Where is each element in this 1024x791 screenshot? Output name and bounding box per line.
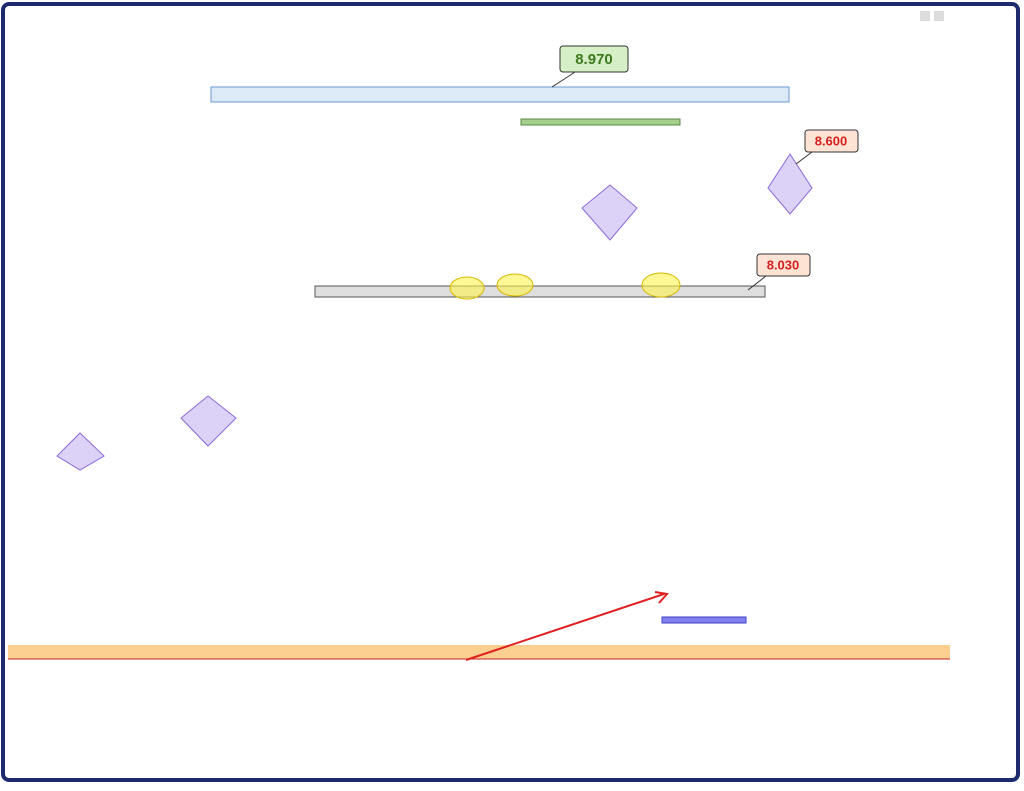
callout-box xyxy=(756,253,811,277)
resistance-zone xyxy=(210,86,790,103)
callout-box xyxy=(804,129,859,153)
ellipse xyxy=(641,272,681,298)
diamond xyxy=(767,153,813,215)
callout: 8.030 xyxy=(747,253,811,291)
button[interactable] xyxy=(934,11,944,21)
button[interactable] xyxy=(920,11,930,21)
support-zone xyxy=(314,285,766,298)
callout-pointer xyxy=(747,275,767,291)
callout-box xyxy=(559,45,629,73)
trend-arrow xyxy=(465,593,665,661)
callout-pointer xyxy=(795,151,813,165)
callout: 8.970 xyxy=(551,45,629,88)
ellipse xyxy=(449,276,485,300)
top-line xyxy=(520,118,681,126)
highlights xyxy=(449,272,681,300)
drawings xyxy=(56,153,813,471)
callout-label: 8.030 xyxy=(767,257,800,272)
diamond xyxy=(180,395,237,447)
diamond xyxy=(581,184,638,241)
diamond xyxy=(56,432,105,471)
callout: 8.600 xyxy=(795,129,859,165)
arrow-head xyxy=(654,591,669,604)
rsi-zone xyxy=(8,645,950,659)
rsi-box xyxy=(661,616,747,624)
callout-pointer xyxy=(551,71,576,88)
ellipse xyxy=(496,273,534,297)
callout-label: 8.600 xyxy=(815,133,848,148)
callout-label: 8.970 xyxy=(575,51,613,68)
